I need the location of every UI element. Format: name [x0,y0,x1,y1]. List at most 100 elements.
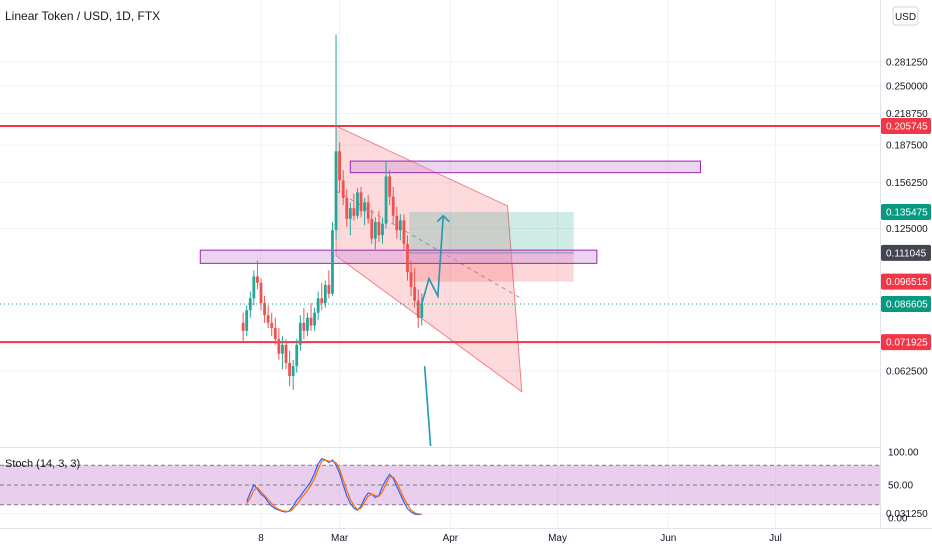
long-position-target-zone[interactable] [409,211,574,253]
price-tick-label: 0.250000 [886,82,928,93]
candle-body [384,176,388,224]
stochastic-tick-label: 100.00 [888,448,919,459]
candle-body [406,243,409,273]
candle-body [245,310,249,331]
candle-body [273,328,277,340]
candle-body [306,317,309,331]
price-badge [881,203,931,220]
candle-body [391,196,395,216]
stochastic-pane[interactable] [0,457,880,516]
candle-body [256,276,259,283]
grid [0,0,880,528]
candle-body [320,298,324,304]
price-badge [881,273,931,290]
chart-title: Linear Token / USD, 1D, FTX [5,9,160,23]
price-badge [881,244,931,261]
candles-layer [241,34,424,390]
candle-body [420,303,424,318]
price-badge [881,118,931,135]
long-position-stop-zone[interactable] [409,252,574,282]
candle-body [284,344,288,363]
candle-body [402,220,406,244]
candle-body [309,317,313,326]
candle-body [398,220,402,231]
candle-body [331,230,334,294]
price-badge [881,334,931,351]
time-tick-label: Jun [660,533,676,544]
price-badge [881,295,931,312]
price-badge-label: 0.135475 [886,207,928,218]
candle-body [366,202,370,219]
time-tick-label: Apr [443,533,459,544]
overlays-layer[interactable] [0,214,880,529]
candle-body [345,197,349,219]
support-zone[interactable] [199,249,598,264]
stochastic-band [0,465,880,505]
bullish-arrow-head[interactable] [436,214,450,223]
candle-body [281,344,284,354]
candle-body [295,344,299,367]
candle-body [327,284,331,294]
candle-body [359,192,363,212]
candle-body [381,223,384,236]
resistance-zone[interactable] [349,160,701,174]
time-tick-label: Jul [769,533,782,544]
stochastic-k-line [246,457,422,516]
candle-body [266,315,270,323]
time-tick-label: 8 [258,533,264,544]
candle-body [409,272,413,288]
stochastic-d-line [246,459,422,515]
main-pane[interactable] [0,34,880,529]
candle-body [288,362,291,376]
price-tick-label: 0.281250 [886,57,928,68]
price-badge-label: 0.111045 [886,248,927,259]
bullish-projection-path[interactable] [421,215,445,305]
candle-body [356,192,359,216]
candle-body [270,322,274,329]
candle-body [413,287,417,301]
candle-body [252,276,256,299]
price-tick-label: 0.156250 [886,178,928,189]
stochastic-tick-label: 50.00 [888,481,913,492]
price-badge-label: 0.096515 [886,277,928,288]
candle-body [259,282,263,304]
candle-body [352,208,356,216]
time-tick-label: May [548,533,567,544]
candle-body [363,202,367,212]
currency-label: USD [895,12,916,23]
candle-body [241,322,245,331]
candle-body [338,151,342,181]
candle-body [291,366,295,376]
candle-body [370,218,374,239]
candle-body [377,222,381,236]
price-badge-label: 0.086605 [886,299,928,310]
candle-body [341,180,345,198]
price-tick-label: 0.031250 [886,509,928,520]
stochastic-axis[interactable]: 100.00 50.00 0.00 [888,448,919,525]
candle-body [313,312,316,326]
price-badge-label: 0.071925 [886,338,928,349]
candle-body [323,284,327,304]
price-badge-label: 0.205745 [886,122,928,133]
price-tick-label: 0.187500 [886,141,928,152]
candle-body [248,298,252,311]
currency-button[interactable]: USD [892,6,919,26]
drawings-layer[interactable] [0,125,880,393]
time-tick-label: Mar [331,533,349,544]
candle-body [348,208,352,219]
candle-body [373,222,377,239]
stochastic-title: Stoch (14, 3, 3) [5,458,80,470]
candle-body [388,176,392,197]
price-tick-label: 0.218750 [886,109,928,120]
stochastic-tick-label: 0.00 [888,514,908,525]
candle-body [334,151,338,231]
bearish-projection-path[interactable] [423,366,437,529]
price-tick-label: 0.062500 [886,367,928,378]
price-tick-label: 0.125000 [886,224,928,235]
candle-body [416,300,420,318]
time-axis[interactable]: 8 Mar Apr May Jun Jul [258,533,782,544]
price-badges: 0.205745 0.135475 0.111045 0.096515 0.086605… [881,118,931,351]
price-axis[interactable]: 0.281250 0.250000 0.218750 0.187500 0.156250… [886,57,928,520]
